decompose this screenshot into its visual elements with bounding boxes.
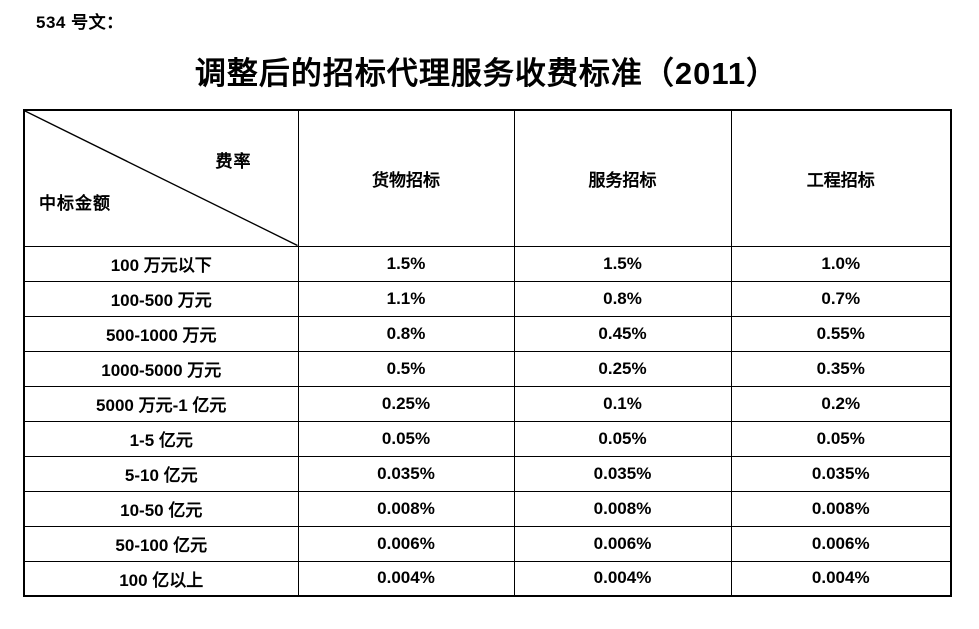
table-row: 1000-5000 万元 0.5% 0.25% 0.35%: [23, 350, 952, 387]
fee-cell: 0.1%: [513, 385, 732, 422]
fee-cell: 0.05%: [513, 420, 732, 457]
fee-cell: 0.035%: [730, 455, 952, 492]
corner-label-fee-rate: 费率: [215, 152, 252, 171]
doc-number: 534 号文：: [36, 13, 124, 32]
fee-cell: 0.8%: [297, 315, 515, 352]
fee-cell: 0.008%: [730, 490, 952, 527]
fee-cell: 0.8%: [513, 280, 732, 317]
fee-cell: 0.008%: [513, 490, 732, 527]
row-label: 1000-5000 万元: [23, 350, 299, 387]
table-row: 5000 万元-1 亿元 0.25% 0.1% 0.2%: [23, 385, 952, 422]
row-label: 100 亿以上: [23, 560, 299, 597]
fee-cell: 0.25%: [297, 385, 515, 422]
diagonal-divider-line: [25, 111, 298, 246]
fee-cell: 0.5%: [297, 350, 515, 387]
fee-cell: 1.0%: [730, 245, 952, 282]
fee-cell: 0.2%: [730, 385, 952, 422]
row-label: 50-100 亿元: [23, 525, 299, 562]
fee-cell: 0.7%: [730, 280, 952, 317]
column-header-engineering-bidding: 工程招标: [730, 109, 952, 247]
row-label: 1-5 亿元: [23, 420, 299, 457]
row-label: 10-50 亿元: [23, 490, 299, 527]
corner-label-bid-amount: 中标金额: [39, 193, 111, 213]
fee-cell: 0.05%: [730, 420, 952, 457]
header-row: 费率 中标金额 货物招标 服务招标 工程招标: [23, 109, 952, 247]
corner-header-cell: 费率 中标金额: [23, 109, 299, 247]
fee-cell: 0.004%: [730, 560, 952, 597]
fee-cell: 1.1%: [297, 280, 515, 317]
fee-cell: 0.004%: [513, 560, 732, 597]
table-row: 100 亿以上 0.004% 0.004% 0.004%: [23, 560, 952, 597]
table-row: 5-10 亿元 0.035% 0.035% 0.035%: [23, 455, 952, 492]
fee-cell: 0.006%: [730, 525, 952, 562]
row-label: 100 万元以下: [23, 245, 299, 282]
table-row: 500-1000 万元 0.8% 0.45% 0.55%: [23, 315, 952, 352]
row-label: 100-500 万元: [23, 280, 299, 317]
table-row: 100 万元以下 1.5% 1.5% 1.0%: [23, 245, 952, 282]
fee-cell: 0.05%: [297, 420, 515, 457]
row-label: 5-10 亿元: [23, 455, 299, 492]
fee-cell: 0.004%: [297, 560, 515, 597]
page-title: 调整后的招标代理服务收费标准（2011）: [194, 56, 779, 91]
fee-cell: 1.5%: [513, 245, 732, 282]
fee-cell: 1.5%: [297, 245, 515, 282]
row-label: 500-1000 万元: [23, 315, 299, 352]
fee-cell: 0.25%: [513, 350, 732, 387]
column-header-service-bidding: 服务招标: [513, 109, 732, 247]
fee-cell: 0.55%: [730, 315, 952, 352]
fee-table: 费率 中标金额 货物招标 服务招标 工程招标 100 万元以下 1.5% 1.5…: [23, 109, 952, 597]
table-row: 100-500 万元 1.1% 0.8% 0.7%: [23, 280, 952, 317]
fee-cell: 0.035%: [513, 455, 732, 492]
fee-cell: 0.45%: [513, 315, 732, 352]
column-header-goods-bidding: 货物招标: [297, 109, 515, 247]
table-row: 1-5 亿元 0.05% 0.05% 0.05%: [23, 420, 952, 457]
row-label: 5000 万元-1 亿元: [23, 385, 299, 422]
fee-cell: 0.006%: [513, 525, 732, 562]
fee-cell: 0.35%: [730, 350, 952, 387]
fee-cell: 0.006%: [297, 525, 515, 562]
fee-cell: 0.035%: [297, 455, 515, 492]
fee-cell: 0.008%: [297, 490, 515, 527]
table-row: 50-100 亿元 0.006% 0.006% 0.006%: [23, 525, 952, 562]
table-row: 10-50 亿元 0.008% 0.008% 0.008%: [23, 490, 952, 527]
